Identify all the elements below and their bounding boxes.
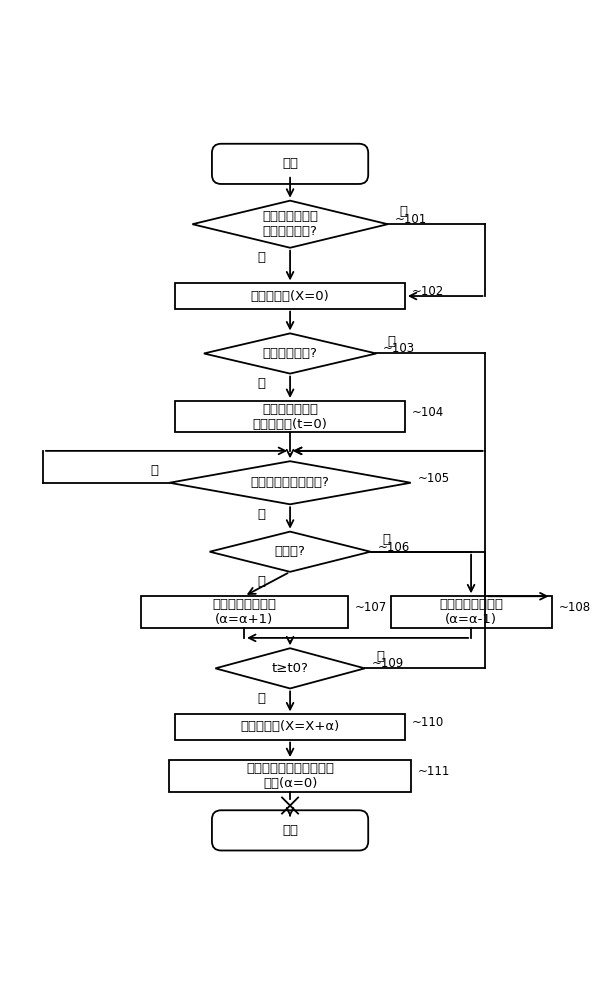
FancyBboxPatch shape bbox=[141, 596, 347, 628]
FancyBboxPatch shape bbox=[175, 401, 405, 432]
Polygon shape bbox=[216, 648, 365, 688]
Text: 门位置更新(X=X+α): 门位置更新(X=X+α) bbox=[241, 720, 340, 733]
Text: 是: 是 bbox=[257, 508, 265, 521]
Text: 设置周期标志?: 设置周期标志? bbox=[263, 347, 318, 360]
Text: 是: 是 bbox=[388, 335, 396, 348]
FancyBboxPatch shape bbox=[175, 714, 405, 740]
Text: 是: 是 bbox=[257, 575, 265, 588]
Text: ~108: ~108 bbox=[558, 601, 590, 614]
FancyBboxPatch shape bbox=[175, 283, 405, 309]
Text: 否: 否 bbox=[376, 650, 384, 663]
Text: ~109: ~109 bbox=[372, 657, 404, 670]
Text: 周期标志和移动量计数器
清零(α=0): 周期标志和移动量计数器 清零(α=0) bbox=[246, 762, 334, 790]
Text: ~110: ~110 bbox=[412, 716, 444, 729]
Text: ~107: ~107 bbox=[355, 601, 387, 614]
Text: t≥t0?: t≥t0? bbox=[272, 662, 309, 675]
Text: 移动量计时器增加
(α=α+1): 移动量计时器增加 (α=α+1) bbox=[212, 598, 276, 626]
Text: 门位置清零(X=0): 门位置清零(X=0) bbox=[251, 290, 330, 303]
Text: ~101: ~101 bbox=[395, 213, 427, 226]
FancyBboxPatch shape bbox=[170, 760, 411, 792]
Text: ~103: ~103 bbox=[383, 342, 416, 355]
Text: 否: 否 bbox=[257, 377, 265, 390]
Polygon shape bbox=[192, 201, 388, 248]
Text: 滑门位于全开位
置或全闭位置?: 滑门位于全开位 置或全闭位置? bbox=[262, 210, 318, 238]
FancyBboxPatch shape bbox=[390, 596, 552, 628]
Text: ~105: ~105 bbox=[418, 472, 450, 485]
Text: 否: 否 bbox=[399, 205, 407, 218]
Text: 返回: 返回 bbox=[282, 824, 298, 837]
Text: ~111: ~111 bbox=[418, 765, 450, 778]
Text: 是: 是 bbox=[257, 251, 265, 264]
FancyBboxPatch shape bbox=[212, 144, 368, 184]
Polygon shape bbox=[210, 532, 371, 572]
Text: 是: 是 bbox=[257, 692, 265, 705]
Text: 移动量计时器减少
(α=α-1): 移动量计时器减少 (α=α-1) bbox=[439, 598, 503, 626]
Polygon shape bbox=[170, 461, 411, 504]
Text: 开始: 开始 bbox=[282, 157, 298, 170]
Text: 设置周期标志和
设置计时器(t=0): 设置周期标志和 设置计时器(t=0) bbox=[253, 403, 328, 431]
Text: ~102: ~102 bbox=[412, 285, 444, 298]
Text: ~106: ~106 bbox=[377, 541, 410, 554]
Text: 否: 否 bbox=[150, 464, 158, 477]
Text: ~104: ~104 bbox=[412, 406, 444, 419]
Text: 正方向?: 正方向? bbox=[275, 545, 306, 558]
Polygon shape bbox=[204, 333, 376, 374]
Text: 否: 否 bbox=[382, 533, 390, 546]
Text: 检测到脉冲信号边缘?: 检测到脉冲信号边缘? bbox=[251, 476, 330, 489]
FancyBboxPatch shape bbox=[212, 810, 368, 850]
